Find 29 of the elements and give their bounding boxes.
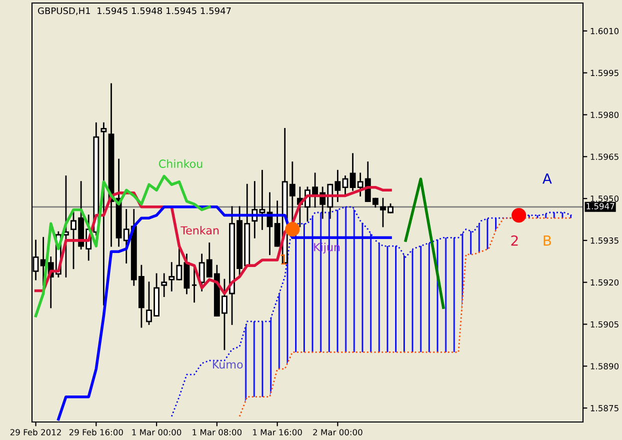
x-tick-label: 29 Feb 16:00	[69, 428, 123, 436]
y-tick-label: 1.5875	[590, 405, 618, 412]
annotation: Chinkou	[158, 159, 202, 168]
candlestick	[342, 175, 348, 196]
annotation: 2	[511, 235, 518, 246]
annotation: Kumo	[213, 360, 243, 369]
y-tick-label: 1.5980	[590, 112, 619, 118]
y-tick-label: 1.5905	[590, 321, 618, 328]
y-tick-label: 1.5965	[590, 154, 618, 160]
x-tick-label: 2 Mar 00:00	[313, 429, 362, 436]
candlestick	[161, 273, 168, 297]
annotation: A	[542, 174, 552, 184]
candlestick	[259, 170, 266, 230]
ref-line-label: 1.5947	[586, 203, 614, 210]
candlestick	[350, 153, 356, 191]
y-tick-label: 1.6010	[590, 28, 619, 34]
candlestick	[100, 122, 107, 306]
y-tick-label: 1.5890	[590, 363, 619, 370]
y-tick-label: 1.5950	[590, 196, 619, 202]
x-tick-label: 29 Feb 2012	[10, 428, 61, 436]
annotation: B	[544, 236, 551, 246]
x-tick-label: 1 Mar 08:00	[192, 429, 242, 436]
y-tick-label: 1.5935	[590, 237, 618, 244]
annotation: Tenkan	[180, 226, 219, 235]
y-tick-label: 1.5995	[590, 70, 618, 76]
chart-title: GBPUSD,H1 1.5945 1.5948 1.5945 1.5947	[38, 7, 231, 16]
x-tick-label: 1 Mar 00:00	[132, 429, 182, 436]
y-tick-label: 1.5920	[590, 279, 619, 286]
x-tick-label: 1 Mar 16:00	[253, 429, 302, 436]
